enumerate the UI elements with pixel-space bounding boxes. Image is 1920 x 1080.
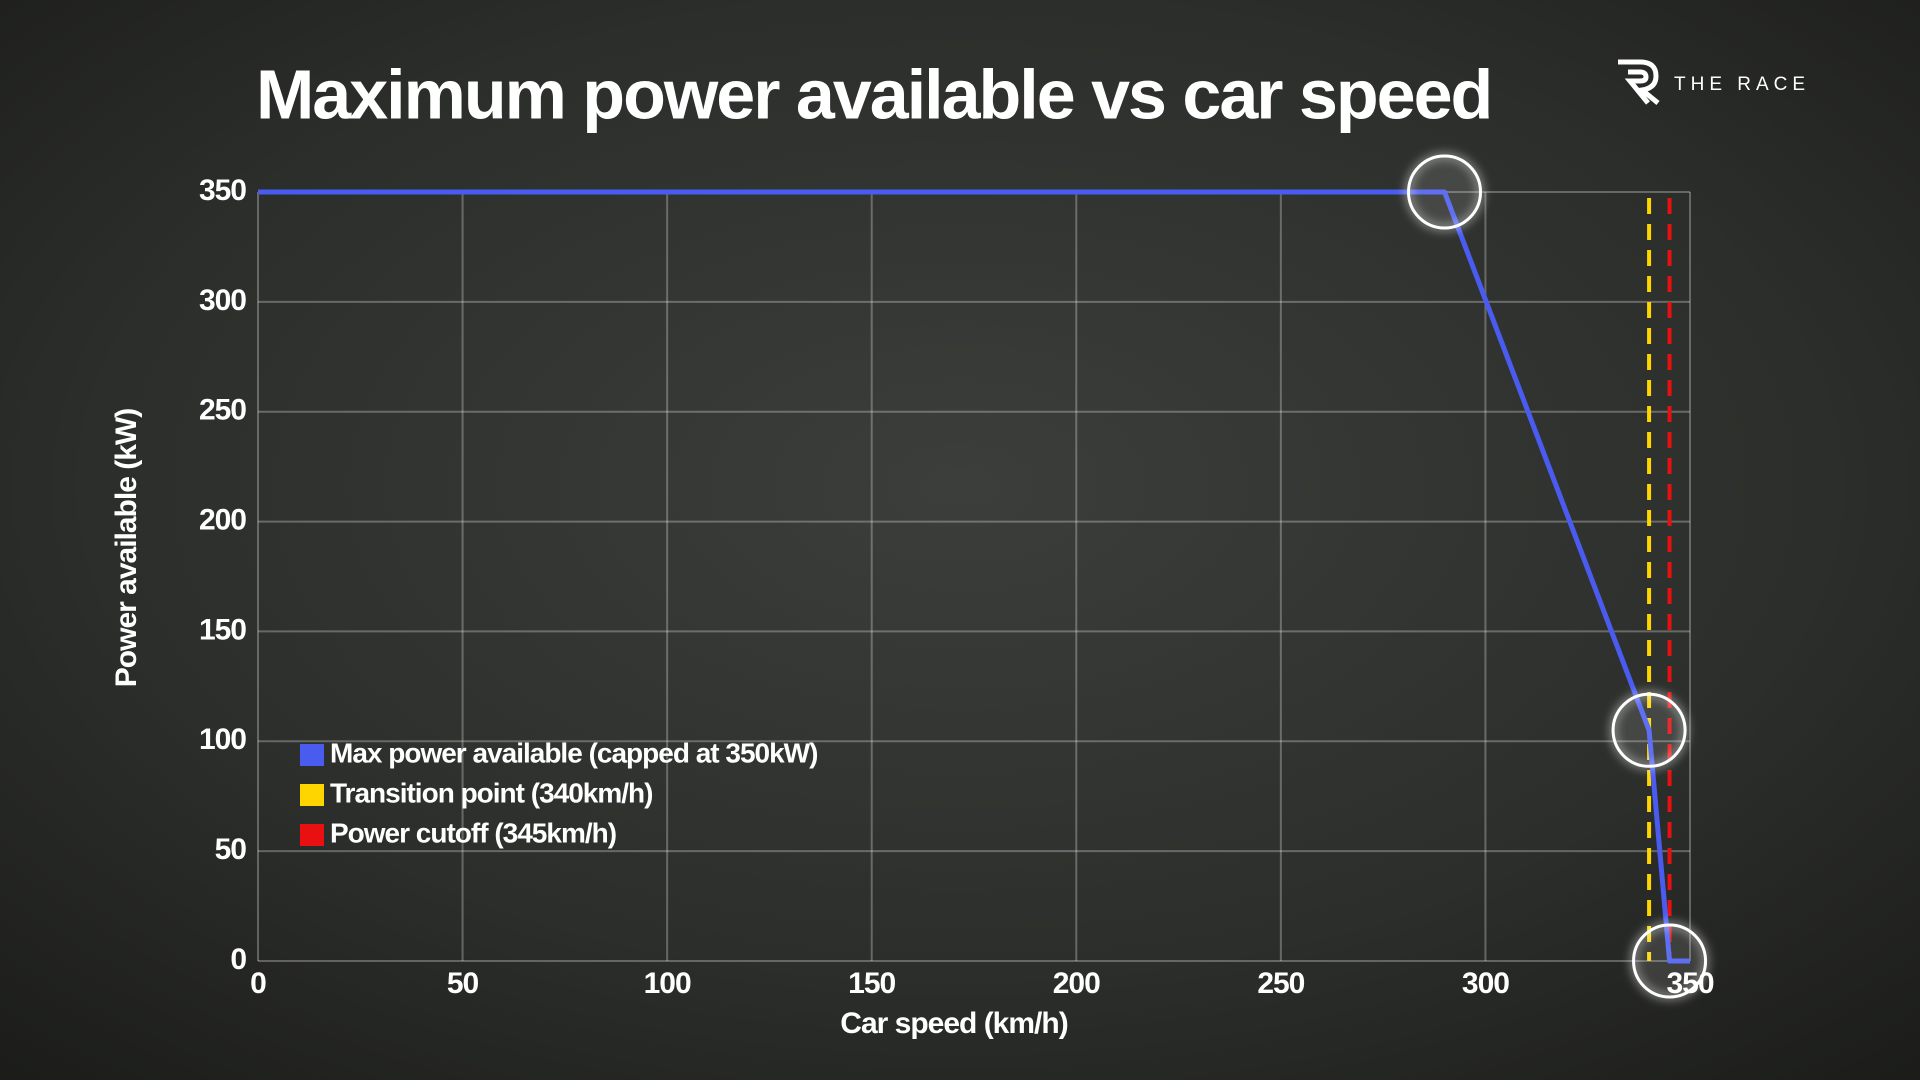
y-tick-label: 0 (230, 943, 246, 976)
x-tick-label: 200 (1053, 967, 1100, 1000)
y-tick-label: 350 (199, 174, 246, 207)
y-tick-label: 250 (199, 394, 246, 427)
x-tick-label: 0 (250, 967, 266, 1000)
y-tick-label: 100 (199, 723, 246, 756)
legend-swatch (300, 744, 324, 766)
logo-text: THE RACE (1674, 74, 1810, 95)
chart-title: Maximum power available vs car speed (256, 55, 1491, 133)
y-tick-label: 300 (199, 284, 246, 317)
x-tick-label: 100 (644, 967, 691, 1000)
x-tick-label: 150 (848, 967, 895, 1000)
x-tick-label: 50 (447, 967, 479, 1000)
y-tick-label: 50 (215, 833, 247, 866)
legend-label: Max power available (capped at 350kW) (330, 737, 817, 768)
y-axis-label: Power available (kW) (110, 409, 143, 687)
y-tick-label: 150 (199, 613, 246, 646)
highlight-ring (1407, 154, 1483, 230)
x-axis-label: Car speed (km/h) (840, 1007, 1067, 1040)
legend-swatch (300, 784, 324, 806)
y-tick-label: 200 (199, 503, 246, 536)
x-tick-label: 300 (1462, 967, 1509, 1000)
legend-swatch (300, 824, 324, 846)
legend-label: Transition point (340km/h) (330, 777, 652, 808)
logo-mark (1618, 59, 1660, 105)
highlight-ring (1611, 692, 1687, 768)
legend-label: Power cutoff (345km/h) (330, 817, 616, 848)
x-tick-label: 250 (1257, 967, 1304, 1000)
highlight-ring (1632, 923, 1708, 999)
